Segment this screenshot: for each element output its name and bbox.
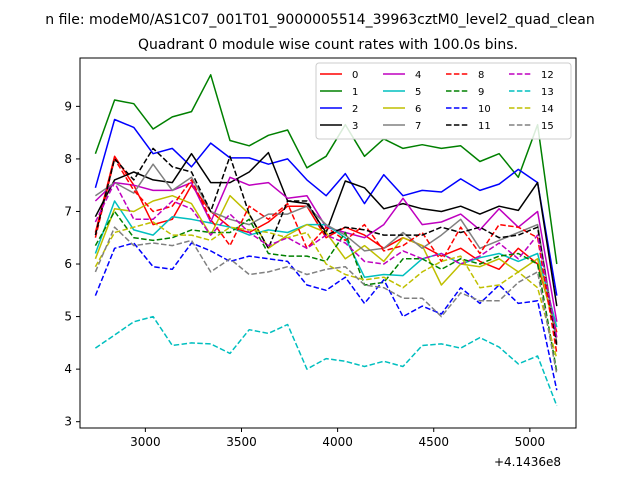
series-line-9	[94, 210, 558, 372]
legend-label-12: 12	[541, 70, 554, 81]
y-tick-label: 8	[64, 152, 72, 166]
series-line-0	[94, 155, 558, 333]
x-offset-label: +4.1436e8	[494, 455, 561, 469]
legend-label-11: 11	[478, 121, 491, 132]
y-tick-label: 5	[64, 310, 72, 324]
chart-title: Quadrant 0 module wise count rates with …	[138, 37, 518, 53]
y-tick-label: 3	[64, 415, 72, 429]
series-line-8	[94, 158, 558, 354]
y-tick-label: 9	[64, 99, 72, 113]
series-line-10	[94, 242, 558, 391]
series-line-12	[94, 181, 558, 338]
legend-label-1: 1	[352, 87, 358, 98]
x-tick-label: 5000	[515, 435, 546, 449]
legend-label-3: 3	[352, 121, 358, 132]
legend-label-8: 8	[478, 70, 484, 81]
legend-label-10: 10	[478, 104, 491, 115]
x-tick-label: 3000	[130, 435, 161, 449]
legend-label-0: 0	[352, 70, 358, 81]
legend-label-9: 9	[478, 87, 484, 98]
series-line-1	[94, 74, 558, 265]
series-line-2	[94, 118, 558, 296]
series-line-14	[94, 221, 558, 359]
x-tick-label: 4000	[322, 435, 353, 449]
series-line-13	[94, 315, 558, 407]
x-axis: 3000 3500 4000 4500 5000	[130, 428, 545, 449]
plot-frame	[79, 57, 577, 429]
y-tick-label: 6	[64, 257, 72, 271]
series-line-15	[94, 226, 558, 375]
legend-label-15: 15	[541, 121, 554, 132]
legend-label-4: 4	[415, 70, 421, 81]
series-line-6	[94, 194, 558, 338]
series-line-7	[94, 163, 558, 344]
legend-label-7: 7	[415, 121, 421, 132]
y-axis: 3 4 5 6 7 8 9	[64, 99, 80, 429]
y-tick-label: 4	[64, 362, 72, 376]
series-layer	[94, 74, 558, 407]
legend-box	[315, 62, 572, 140]
legend-label-6: 6	[415, 104, 421, 115]
legend-label-14: 14	[541, 104, 554, 115]
y-tick-label: 7	[64, 204, 72, 218]
legend-label-2: 2	[352, 104, 358, 115]
series-line-3	[94, 151, 558, 307]
legend-label-13: 13	[541, 87, 554, 98]
x-tick-label: 4500	[418, 435, 449, 449]
x-tick-label: 3500	[226, 435, 257, 449]
figure-suptitle: n file: modeM0/AS1C07_001T01_9000005514_…	[45, 12, 594, 28]
legend-label-5: 5	[415, 87, 421, 98]
series-line-11	[94, 147, 558, 346]
